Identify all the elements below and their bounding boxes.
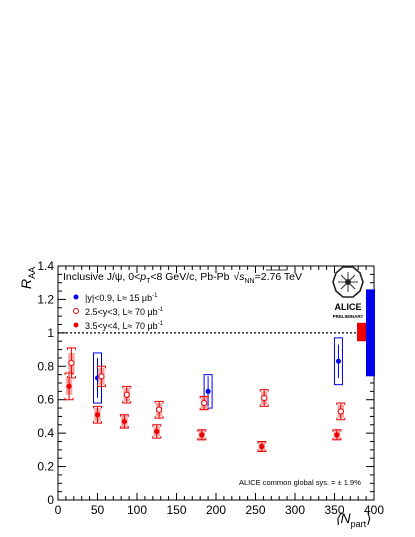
data-point [259,443,265,450]
stat-cap-top [122,385,132,389]
data-point [337,408,344,415]
legend: |y|<0.9, L≈ 15 μb-1 2.5<y<3, L≈ 70 μb-1 … [73,293,164,331]
stat-cap-bottom [336,417,346,421]
stat-cap-bottom [96,384,106,387]
y-axis-label: RAA [18,267,37,289]
stat-cap-top [93,405,102,409]
stat-cap-bottom [122,401,132,404]
stat-cap-top [332,429,342,432]
x-tick-label: 0 [55,503,62,517]
data-point [68,359,75,367]
logo-subtext: PRELIMINARY [333,314,364,319]
y-tick-label: 1 [47,326,54,340]
logo-text: ALICE [335,302,362,312]
stat-cap-top [119,414,129,417]
stat-cap-bottom [93,421,102,424]
y-tick-label: 0.2 [37,460,54,474]
stat-cap-bottom [152,436,162,439]
data-point [94,412,101,418]
y-tick-label: 1.2 [37,292,54,306]
stat-cap-top [64,372,74,375]
legend-label-forward-2: 3.5<y<4, L≈ 70 μb-1 [85,321,164,331]
stat-cap-top [154,400,164,404]
y-axis-label-sub: AA [27,267,37,279]
x-tick-label: 50 [91,503,105,517]
data-point [335,358,341,364]
x-axis-label-sub: part [351,519,367,529]
legend-label-forward-1: 2.5<y<3, L≈ 70 μb-1 [85,307,164,317]
stat-cap-bottom [64,397,74,401]
data-point [121,418,127,425]
legend-marker-forward-2 [73,322,79,328]
stat-cap-bottom [257,449,267,453]
data-point [66,383,72,389]
stat-cap-top [259,389,269,392]
stat-cap-top [199,395,209,399]
stat-cap-bottom [259,404,269,407]
x-tick-label: 400 [364,503,384,517]
stat-cap-bottom [154,416,164,419]
data-point [123,391,130,398]
data-point [205,388,211,394]
global-uncertainty-band [366,289,375,377]
stat-cap-top [197,429,207,432]
data-point [154,428,160,435]
stat-cap-bottom [197,437,207,441]
text-group: RAA ⟨Npart⟩ Inclusive J/ψ, 0<pT<8 GeV/c,… [18,266,372,529]
stat-cap-top [66,347,76,350]
data-point [334,432,340,438]
stat-cap-bottom [332,437,342,441]
x-tick-label: 200 [206,503,226,517]
stat-cap-bottom [119,426,129,429]
data-point [156,406,163,413]
legend-marker-forward-1 [73,308,79,314]
stat-cap-top [96,365,106,369]
legend-marker-midrapidity [73,294,79,300]
x-tick-label: 350 [324,503,344,517]
global-sys-text: ALICE common global sys. = ± 1.9% [239,478,361,487]
y-tick-label: 0.6 [37,393,54,407]
x-tick-label: 100 [127,503,147,517]
x-axis-label-close: ⟩ [366,510,371,526]
stat-cap-top [152,424,162,427]
data-group [64,289,375,453]
y-tick-label: 0.4 [37,426,54,440]
x-tick-label: 150 [166,503,186,517]
data-point [98,373,105,380]
data-point [201,399,208,407]
axes-group: 0 50 100 150 200 250 300 350 400 0 0.2 0.4 0.6 0.8 1 1.… [37,259,384,517]
stat-cap-top [336,402,346,406]
global-uncertainty-band [357,322,366,342]
data-point [261,394,268,402]
x-tick-label: 300 [285,503,305,517]
chart-title: Inclusive J/ψ, 0<pT<8 GeV/c, Pb-Pb √sNN=2… [63,271,302,285]
stat-cap-bottom [199,407,209,411]
y-tick-label: 0 [47,493,54,507]
x-axis-label: ⟨Npart⟩ [335,510,372,529]
y-tick-label: 1.4 [37,259,54,273]
x-tick-label: 250 [245,503,265,517]
legend-label-midrapidity: |y|<0.9, L≈ 15 μb-1 [85,293,158,303]
alice-logo [332,266,364,298]
y-tick-label: 0.8 [37,359,54,373]
stat-cap-top [257,441,267,444]
data-point [199,432,205,438]
sys-box [333,337,343,386]
sqrt-sign: √ [233,271,239,283]
